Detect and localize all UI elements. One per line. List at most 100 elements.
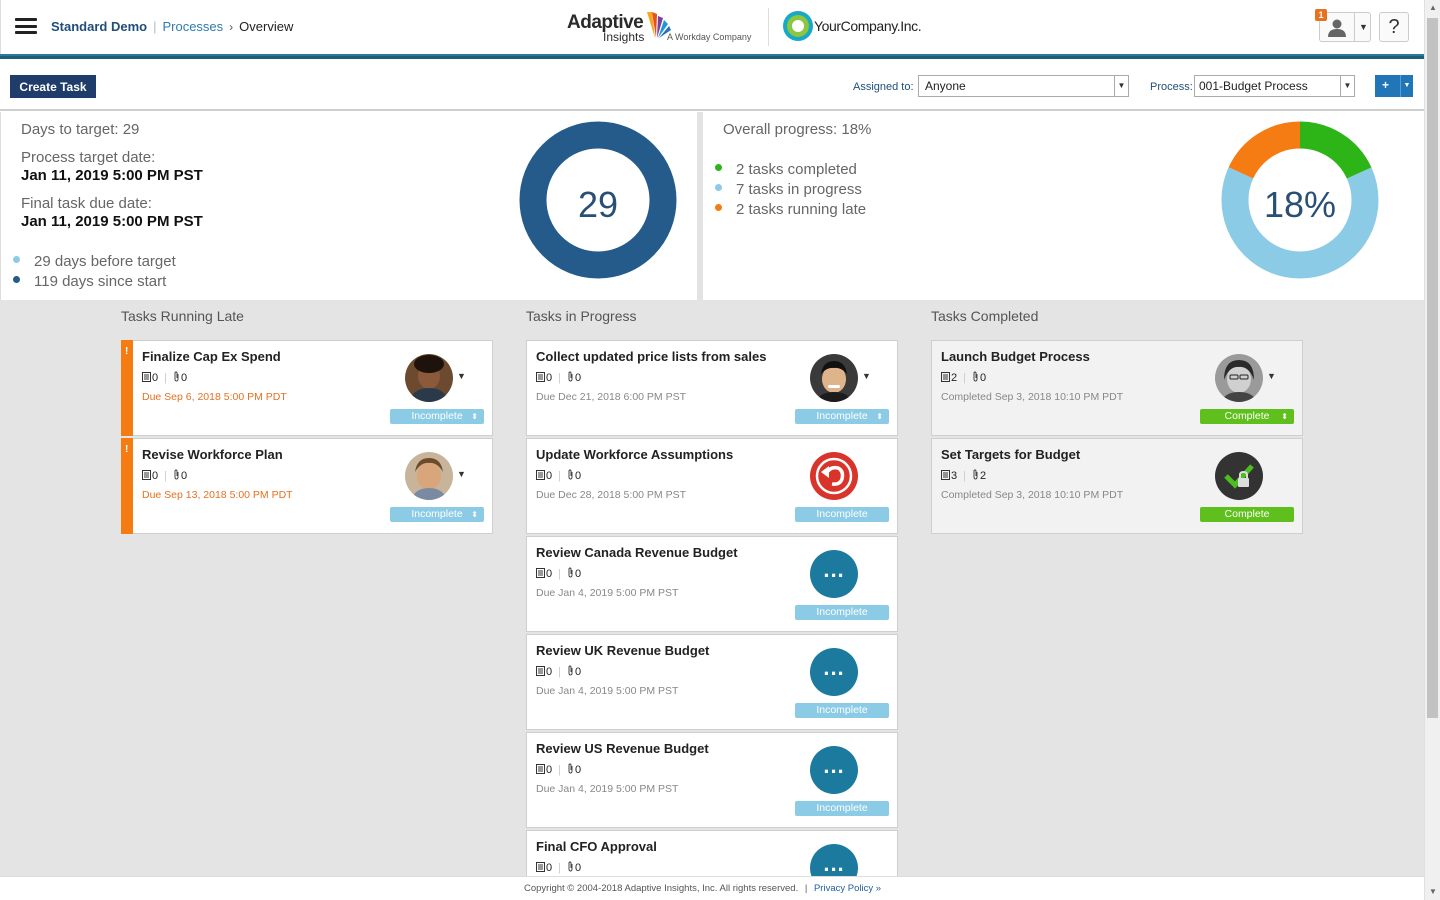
task-card[interactable]: Set Targets for Budget 3 | 2 Completed Sep… bbox=[931, 438, 1303, 534]
chevron-down-icon[interactable]: ▼ bbox=[1354, 13, 1372, 41]
more-icon[interactable]: ... bbox=[810, 648, 858, 696]
chevron-down-icon[interactable]: ▼ bbox=[1267, 371, 1276, 381]
footer: Copyright © 2004-2018 Adaptive Insights,… bbox=[0, 876, 1424, 900]
task-meta: 3 | 2 bbox=[941, 469, 986, 483]
logo-name: Adaptive bbox=[567, 12, 644, 33]
attachment-count: 0 bbox=[180, 470, 188, 482]
meta-divider: | bbox=[558, 666, 561, 678]
task-card[interactable]: Collect updated price lists from sales 0… bbox=[526, 340, 898, 436]
task-title[interactable]: Revise Workforce Plan bbox=[142, 447, 283, 462]
task-card[interactable]: Launch Budget Process 2 | 0 Completed Sep … bbox=[931, 340, 1303, 436]
sort-arrows-icon: ⬍ bbox=[876, 412, 883, 421]
document-icon bbox=[941, 470, 950, 483]
task-card[interactable]: Revise Workforce Plan 0 | 0 Due Sep 13, 20… bbox=[121, 438, 493, 534]
status-label: Incomplete bbox=[816, 410, 868, 422]
chevron-down-icon[interactable]: ▼ bbox=[1400, 75, 1413, 97]
document-icon bbox=[536, 372, 545, 385]
task-completed-date: Completed Sep 3, 2018 10:10 PM PDT bbox=[941, 489, 1124, 501]
app-header: Standard Demo | Processes › Overview Adaptiv… bbox=[0, 0, 1424, 54]
user-icon bbox=[1328, 19, 1346, 37]
task-card[interactable]: Update Workforce Assumptions 0 | 0 Due Dec… bbox=[526, 438, 898, 534]
attachment-count: 0 bbox=[574, 372, 582, 384]
status-select[interactable]: Complete ⬍ bbox=[1200, 409, 1294, 424]
company-logo-text: YourCompany.Inc. bbox=[814, 18, 922, 34]
scrollbar-thumb[interactable] bbox=[1427, 18, 1438, 718]
task-meta: 0 | 0 bbox=[536, 469, 581, 483]
final-due-date-value: Jan 11, 2019 5:00 PM PST bbox=[21, 213, 203, 230]
vertical-scrollbar[interactable]: ▲ ▼ bbox=[1424, 0, 1440, 900]
document-count: 0 bbox=[546, 764, 553, 776]
privacy-policy-link[interactable]: Privacy Policy » bbox=[813, 883, 882, 894]
hamburger-menu-icon[interactable] bbox=[15, 18, 37, 34]
task-title[interactable]: Set Targets for Budget bbox=[941, 447, 1081, 462]
more-icon[interactable]: ... bbox=[810, 844, 858, 876]
sort-arrows-icon: ⬍ bbox=[1281, 412, 1288, 421]
chevron-down-icon[interactable]: ▼ bbox=[1340, 76, 1354, 96]
final-due-date-label: Final task due date: bbox=[21, 195, 152, 212]
task-completed-date: Completed Sep 3, 2018 10:10 PM PDT bbox=[941, 391, 1124, 403]
avatar[interactable] bbox=[1215, 354, 1263, 402]
add-menu-button[interactable]: + ▼ bbox=[1375, 75, 1413, 97]
task-title[interactable]: Update Workforce Assumptions bbox=[536, 447, 734, 462]
chevron-down-icon[interactable]: ▼ bbox=[862, 371, 871, 381]
status-select[interactable]: Incomplete ⬍ bbox=[390, 409, 484, 424]
days-donut-chart bbox=[519, 121, 677, 279]
meta-divider: | bbox=[558, 568, 561, 580]
notification-badge[interactable]: 1 bbox=[1315, 9, 1327, 21]
task-meta: 0 | 0 bbox=[536, 371, 581, 385]
task-card[interactable]: Review Canada Revenue Budget 0 | 0 Due Jan… bbox=[526, 536, 898, 632]
logo-name-line2: Insights bbox=[603, 30, 645, 44]
attachment-count: 0 bbox=[979, 372, 987, 384]
task-card[interactable]: Finalize Cap Ex Spend 0 | 0 Due Sep 6, 201… bbox=[121, 340, 493, 436]
task-title[interactable]: Finalize Cap Ex Spend bbox=[142, 349, 281, 364]
avatar[interactable] bbox=[405, 354, 453, 402]
document-count: 0 bbox=[546, 666, 553, 678]
avatar[interactable] bbox=[810, 354, 858, 402]
meta-divider: | bbox=[963, 372, 966, 384]
status-select[interactable]: Incomplete ⬍ bbox=[390, 507, 484, 522]
document-count: 0 bbox=[546, 372, 553, 384]
donut-segment-in-progress bbox=[1221, 121, 1379, 279]
legend-item: 7 tasks in progress bbox=[715, 181, 862, 198]
late-indicator-icon bbox=[121, 438, 133, 534]
create-task-button[interactable]: Create Task bbox=[10, 75, 96, 98]
process-select[interactable]: 001-Budget Process ▼ bbox=[1194, 75, 1355, 97]
logo-divider bbox=[768, 8, 769, 46]
days-donut-value: 29 bbox=[577, 184, 619, 225]
task-card[interactable]: Review UK Revenue Budget 0 | 0 Due Jan 4, … bbox=[526, 634, 898, 730]
user-menu-button[interactable]: ▼ bbox=[1319, 12, 1371, 42]
task-title[interactable]: Review UK Revenue Budget bbox=[536, 643, 710, 658]
meta-divider: | bbox=[558, 764, 561, 776]
task-title[interactable]: Collect updated price lists from sales bbox=[536, 349, 767, 364]
document-count: 0 bbox=[546, 470, 553, 482]
paperclip-icon bbox=[173, 371, 180, 385]
scroll-down-icon[interactable]: ▼ bbox=[1429, 887, 1437, 896]
scroll-up-icon[interactable]: ▲ bbox=[1429, 3, 1437, 12]
rejected-return-icon[interactable] bbox=[810, 452, 858, 500]
chevron-down-icon[interactable]: ▼ bbox=[457, 371, 466, 381]
task-title[interactable]: Review Canada Revenue Budget bbox=[536, 545, 738, 560]
process-target-date-value: Jan 11, 2019 5:00 PM PST bbox=[21, 167, 203, 184]
more-icon[interactable]: ... bbox=[810, 746, 858, 794]
meta-divider: | bbox=[558, 372, 561, 384]
avatar[interactable] bbox=[405, 452, 453, 500]
help-button[interactable]: ? bbox=[1379, 12, 1409, 42]
task-due-date: Due Jan 4, 2019 5:00 PM PST bbox=[536, 783, 679, 795]
task-meta: 0 | 0 bbox=[536, 665, 581, 679]
chevron-down-icon[interactable]: ▼ bbox=[457, 469, 466, 479]
task-card[interactable]: Review US Revenue Budget 0 | 0 Due Jan 4, … bbox=[526, 732, 898, 828]
more-icon[interactable]: ... bbox=[810, 550, 858, 598]
locked-check-icon[interactable] bbox=[1215, 452, 1263, 500]
task-title[interactable]: Final CFO Approval bbox=[536, 839, 657, 854]
status-label: Incomplete bbox=[816, 802, 868, 814]
breadcrumb-root[interactable]: Standard Demo bbox=[51, 19, 148, 34]
breadcrumb-processes[interactable]: Processes bbox=[162, 19, 224, 34]
legend-dot bbox=[715, 184, 722, 191]
task-title[interactable]: Launch Budget Process bbox=[941, 349, 1090, 364]
assigned-to-select[interactable]: Anyone ▼ bbox=[918, 75, 1129, 97]
chevron-down-icon[interactable]: ▼ bbox=[1114, 76, 1128, 96]
task-title[interactable]: Review US Revenue Budget bbox=[536, 741, 709, 756]
sort-arrows-icon: ⬍ bbox=[471, 412, 478, 421]
status-select[interactable]: Incomplete ⬍ bbox=[795, 409, 889, 424]
task-card[interactable]: Final CFO Approval 0 | 0 ... bbox=[526, 830, 898, 876]
